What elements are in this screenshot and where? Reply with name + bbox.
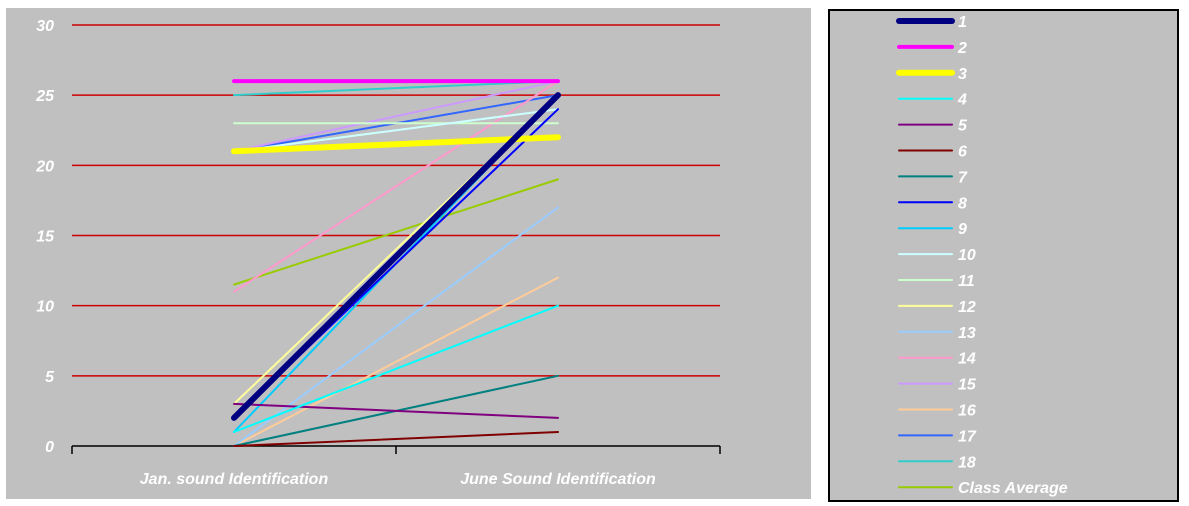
axes [71, 445, 721, 454]
y-tick-label: 10 [36, 299, 54, 316]
legend-label: 18 [958, 454, 976, 471]
legend-label: 7 [958, 169, 968, 186]
y-tick-label: 5 [45, 369, 55, 386]
legend-label: 5 [958, 118, 968, 135]
series-line-3 [231, 134, 561, 155]
legend-label: 14 [958, 351, 976, 368]
legend-label: 9 [958, 221, 967, 238]
legend-label: 12 [958, 299, 976, 316]
legend-label: 11 [958, 273, 975, 290]
y-tick-label: 25 [35, 88, 55, 105]
series-line-1 [231, 92, 561, 421]
y-tick-label: 20 [35, 158, 54, 175]
plot-area [6, 8, 811, 499]
series-line-16 [233, 276, 559, 447]
legend-label: 17 [958, 428, 977, 445]
x-category-labels: Jan. sound Identification June Sound Iden… [140, 471, 656, 488]
x-category-label: Jan. sound Identification [140, 471, 329, 488]
legend-label: Class Average [958, 480, 1068, 497]
legend-label: 6 [958, 144, 967, 161]
legend-label: 15 [958, 377, 977, 394]
legend-label: 2 [957, 40, 967, 57]
legend-label: 8 [958, 195, 967, 212]
legend-label: 1 [958, 14, 967, 31]
gridlines [72, 24, 720, 377]
legend-label: 10 [958, 247, 976, 264]
x-category-label: June Sound Identification [460, 471, 656, 488]
y-tick-label: 30 [36, 18, 54, 35]
y-tick-label: 15 [36, 229, 55, 246]
series-line-15 [233, 80, 559, 153]
series-lines [231, 79, 561, 447]
series-line-6 [233, 430, 559, 447]
legend-label: 16 [958, 403, 976, 420]
legend-label: 4 [957, 92, 967, 109]
legend-label: 3 [958, 66, 967, 83]
legend-label: 13 [958, 325, 976, 342]
series-line-4 [233, 304, 559, 433]
series-line-10 [233, 108, 559, 153]
legend [828, 9, 1179, 502]
series-line-18 [233, 80, 559, 97]
y-tick-label: 0 [45, 439, 54, 456]
y-tick-labels: 0 5 10 15 20 25 30 [35, 18, 55, 456]
series-line-class-average [233, 178, 559, 286]
series-line-5 [233, 402, 559, 419]
